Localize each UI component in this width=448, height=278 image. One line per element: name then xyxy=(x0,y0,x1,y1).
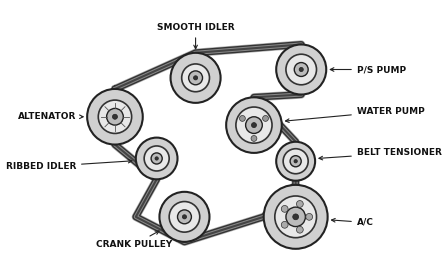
Circle shape xyxy=(281,205,288,212)
Circle shape xyxy=(112,114,117,119)
Text: SMOOTH IDLER: SMOOTH IDLER xyxy=(157,23,234,49)
Circle shape xyxy=(87,89,143,145)
Circle shape xyxy=(275,196,316,238)
Circle shape xyxy=(107,108,123,125)
Text: CRANK PULLEY: CRANK PULLEY xyxy=(96,231,172,249)
Circle shape xyxy=(283,149,308,174)
Circle shape xyxy=(294,160,297,163)
Circle shape xyxy=(151,153,162,164)
Circle shape xyxy=(144,146,169,171)
Circle shape xyxy=(290,156,301,167)
Circle shape xyxy=(299,68,303,72)
Text: BELT TENSIONER: BELT TENSIONER xyxy=(319,148,442,160)
Text: ALTENATOR: ALTENATOR xyxy=(17,112,83,121)
Circle shape xyxy=(297,200,303,207)
Circle shape xyxy=(294,63,308,76)
Circle shape xyxy=(182,64,210,92)
Circle shape xyxy=(189,71,202,85)
Circle shape xyxy=(136,138,177,179)
Circle shape xyxy=(251,123,256,128)
Circle shape xyxy=(155,157,158,160)
Circle shape xyxy=(177,210,191,224)
Circle shape xyxy=(286,54,316,85)
Circle shape xyxy=(281,221,288,228)
Circle shape xyxy=(182,215,186,219)
Circle shape xyxy=(276,44,326,95)
Circle shape xyxy=(276,142,315,181)
Circle shape xyxy=(194,76,198,80)
Circle shape xyxy=(159,192,210,242)
Text: A/C: A/C xyxy=(332,218,374,227)
Circle shape xyxy=(293,214,298,220)
Circle shape xyxy=(286,207,306,227)
Circle shape xyxy=(169,202,200,232)
Text: RIBBED IDLER: RIBBED IDLER xyxy=(6,159,132,171)
Circle shape xyxy=(263,116,268,121)
Circle shape xyxy=(251,136,257,142)
Circle shape xyxy=(297,226,303,233)
Circle shape xyxy=(98,100,132,133)
Circle shape xyxy=(246,117,262,133)
Text: P/S PUMP: P/S PUMP xyxy=(330,65,406,74)
Circle shape xyxy=(226,97,282,153)
Circle shape xyxy=(240,116,246,121)
Text: WATER PUMP: WATER PUMP xyxy=(285,107,425,123)
Circle shape xyxy=(236,107,272,143)
Circle shape xyxy=(264,185,327,249)
Circle shape xyxy=(171,53,220,103)
Circle shape xyxy=(306,214,313,220)
